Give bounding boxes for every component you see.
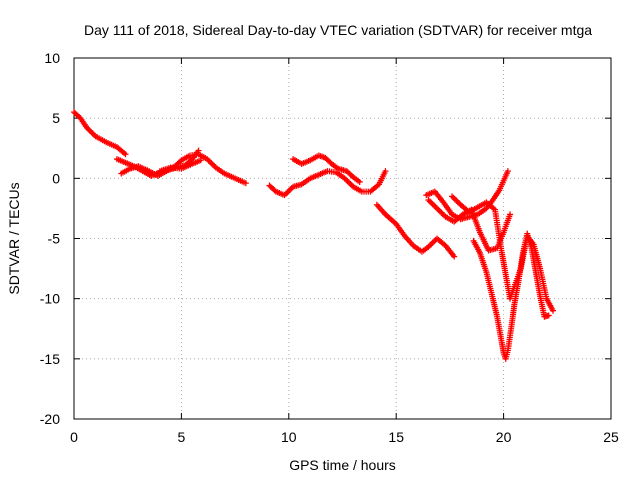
data-point <box>88 129 95 136</box>
data-point <box>207 158 214 165</box>
y-tick-label: 5 <box>52 110 60 126</box>
x-tick-label: 25 <box>603 429 619 445</box>
y-tick-label: -5 <box>48 231 61 247</box>
data-point <box>451 196 458 203</box>
data-point <box>436 208 443 215</box>
data-point <box>451 253 458 260</box>
data-point <box>208 160 215 167</box>
data-point <box>209 161 216 168</box>
data-point <box>428 199 435 206</box>
data-point <box>431 202 438 209</box>
data-point <box>242 180 249 187</box>
data-point <box>356 178 363 185</box>
y-tick-label: 10 <box>44 50 60 66</box>
chart-title: Day 111 of 2018, Sidereal Day-to-day VTE… <box>84 22 592 38</box>
data-point <box>89 130 96 137</box>
data-point <box>382 168 389 175</box>
x-tick-labels: 0 5 10 15 20 25 <box>70 429 619 445</box>
data-point <box>271 187 278 194</box>
x-tick-label: 5 <box>178 429 186 445</box>
data-point <box>197 157 204 164</box>
data-point <box>86 127 93 134</box>
y-tick-label: -10 <box>40 291 60 307</box>
data-point <box>428 241 435 248</box>
y-tick-label: -15 <box>40 351 60 367</box>
x-axis-label: GPS time / hours <box>289 457 396 473</box>
tick-layer <box>73 57 612 420</box>
data-point <box>432 204 439 211</box>
data-point <box>282 190 289 197</box>
x-tick-label: 10 <box>281 429 297 445</box>
y-tick-label: 0 <box>52 170 60 186</box>
data-point <box>435 206 442 213</box>
data-point <box>550 307 557 314</box>
data-point <box>429 201 436 208</box>
data-point <box>434 205 441 212</box>
x-tick-label: 0 <box>70 429 78 445</box>
data-point <box>438 209 445 216</box>
data-point <box>449 193 456 200</box>
data-point <box>285 187 292 194</box>
x-tick-label: 15 <box>388 429 404 445</box>
data-point <box>507 211 514 218</box>
data-point <box>450 194 457 201</box>
data-point <box>347 180 354 187</box>
data-point <box>429 239 436 246</box>
data-point <box>345 179 352 186</box>
data-point <box>454 198 461 205</box>
data-point <box>453 197 460 204</box>
x-tick-label: 20 <box>496 429 512 445</box>
data-point <box>177 158 184 165</box>
data-marks <box>71 109 557 362</box>
data-point <box>426 198 433 205</box>
data-point <box>439 211 446 218</box>
data-point <box>287 186 294 193</box>
y-tick-label: -20 <box>40 411 60 427</box>
y-tick-labels: 10 5 0 -5 -10 -15 -20 <box>40 50 60 427</box>
data-point <box>504 168 511 175</box>
data-point <box>122 151 129 158</box>
y-axis-label: SDTVAR / TECUs <box>6 182 22 294</box>
data-point <box>344 178 351 185</box>
data-point <box>545 312 552 319</box>
